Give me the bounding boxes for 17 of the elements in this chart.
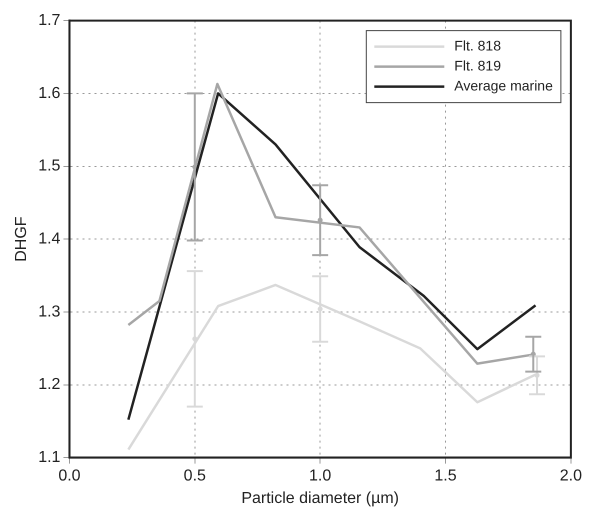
- x-tick-label: 0.0: [58, 468, 81, 485]
- legend-label: Average marine: [454, 77, 554, 94]
- y-tick-label: 1.7: [38, 12, 61, 30]
- x-tick-label: 1.0: [309, 468, 332, 485]
- legend-label: Flt. 819: [454, 57, 502, 74]
- y-axis-title: DHGF: [13, 216, 30, 262]
- y-tick-label: 1.3: [38, 303, 61, 320]
- x-tick-label: 1.5: [434, 468, 457, 485]
- y-tick-label: 1.1: [38, 449, 61, 466]
- y-tick-label: 1.5: [38, 158, 61, 175]
- x-tick-label: 2.0: [560, 468, 582, 485]
- y-tick-label: 1.2: [38, 376, 61, 394]
- x-axis-title: Particle diameter (µm): [241, 490, 400, 507]
- y-tick-label: 1.6: [38, 84, 61, 102]
- x-tick-label: 0.5: [184, 468, 206, 485]
- legend-label: Flt. 818: [454, 37, 502, 54]
- y-tick-label: 1.4: [38, 230, 61, 248]
